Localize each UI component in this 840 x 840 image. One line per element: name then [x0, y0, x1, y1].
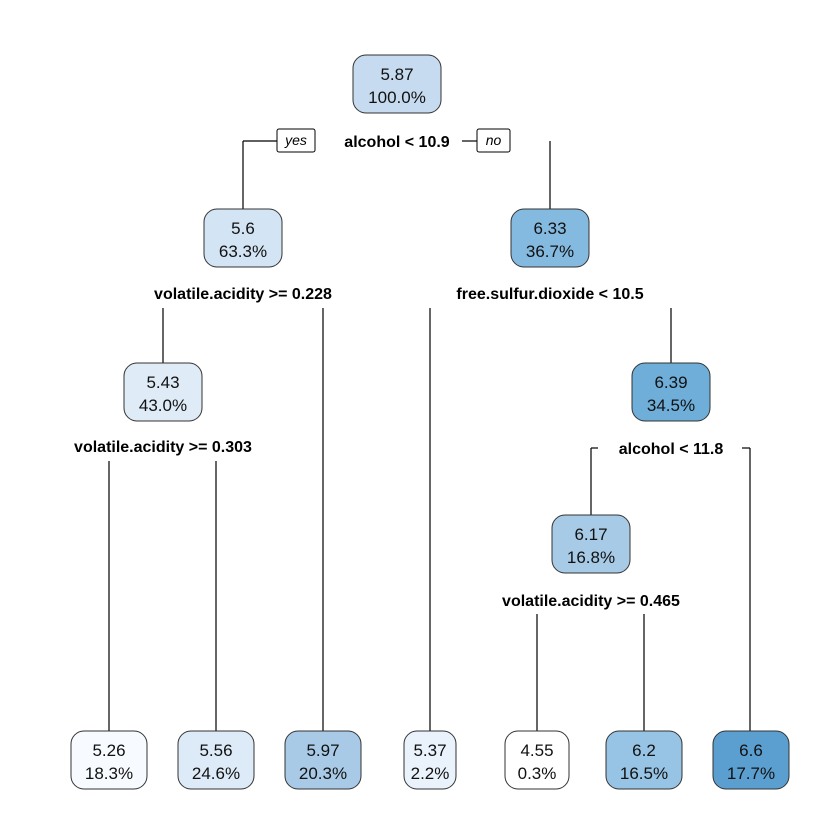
tree-node-n7: 6.39 34.5% [631, 362, 711, 422]
node-box [712, 730, 790, 790]
node-percent: 2.2% [411, 764, 450, 783]
tree-node-n14: 6.17 16.8% [551, 514, 631, 574]
node-box [203, 208, 283, 268]
node-value: 5.56 [199, 741, 232, 760]
node-value: 5.43 [146, 373, 179, 392]
node-percent: 36.7% [526, 242, 574, 261]
node-box [510, 208, 590, 268]
split-label-background [70, 438, 257, 457]
node-percent: 20.3% [299, 764, 347, 783]
branch-label-text: no [486, 132, 502, 148]
leaf-node-l4: 5.37 2.2% [403, 730, 457, 790]
branch-label-box [276, 128, 316, 153]
split-labels: alcohol < 10.9 volatile.acidity >= 0.228 f… [70, 133, 728, 611]
node-box [284, 730, 362, 790]
leaf-node-l2: 5.56 24.6% [177, 730, 255, 790]
node-box [177, 730, 255, 790]
node-percent: 24.6% [192, 764, 240, 783]
node-value: 4.55 [520, 741, 553, 760]
split-label-s4: volatile.acidity >= 0.303 [74, 439, 252, 456]
node-percent: 43.0% [139, 396, 187, 415]
node-value: 5.6 [231, 219, 255, 238]
node-percent: 16.8% [567, 548, 615, 567]
node-percent: 16.5% [620, 764, 668, 783]
tree-node-n4: 5.43 43.0% [123, 362, 203, 422]
branch-labels: yes no [276, 128, 511, 153]
branch-label-box [476, 128, 511, 153]
split-label-s3: free.sulfur.dioxide < 10.5 [456, 286, 643, 303]
node-percent: 18.3% [85, 764, 133, 783]
node-box [605, 730, 683, 790]
node-value: 5.87 [380, 65, 413, 84]
node-value: 6.33 [533, 219, 566, 238]
node-value: 5.26 [92, 741, 125, 760]
node-percent: 34.5% [647, 396, 695, 415]
node-box [123, 362, 203, 422]
node-box [352, 54, 442, 114]
tree-node-n2: 5.6 63.3% [203, 208, 283, 268]
tree-node-n3: 6.33 36.7% [510, 208, 590, 268]
branch-label-no: no [476, 128, 511, 153]
node-percent: 0.3% [518, 764, 557, 783]
split-label-s6: volatile.acidity >= 0.465 [502, 593, 680, 610]
split-label-background [614, 440, 728, 459]
node-box [631, 362, 711, 422]
branch-label-yes: yes [276, 128, 316, 153]
node-value: 6.2 [632, 741, 656, 760]
leaf-node-l6: 6.2 16.5% [605, 730, 683, 790]
node-percent: 17.7% [727, 764, 775, 783]
split-label-s2: volatile.acidity >= 0.228 [154, 286, 332, 303]
node-value: 6.39 [654, 373, 687, 392]
tree-edges [108, 140, 751, 731]
leaf-node-l1: 5.26 18.3% [70, 730, 148, 790]
node-box [403, 730, 457, 790]
node-value: 6.6 [739, 741, 763, 760]
split-label-background [150, 285, 337, 304]
split-label-s5: alcohol < 11.8 [619, 441, 724, 458]
split-label-background [498, 592, 685, 611]
tree-nodes: 5.87 100.0% 5.6 63.3% 6.33 36.7% 5.43 43.0% 6.39… [70, 54, 790, 790]
leaf-node-l7: 6.6 17.7% [712, 730, 790, 790]
split-label-s1: alcohol < 10.9 [344, 134, 449, 151]
node-percent: 100.0% [368, 88, 426, 107]
node-box [504, 730, 570, 790]
split-label-background [452, 285, 648, 304]
leaf-node-l3: 5.97 20.3% [284, 730, 362, 790]
node-box [551, 514, 631, 574]
tree-node-n1: 5.87 100.0% [352, 54, 442, 114]
node-box [70, 730, 148, 790]
node-value: 5.97 [306, 741, 339, 760]
node-value: 5.37 [413, 741, 446, 760]
split-label-background [340, 133, 454, 152]
node-percent: 63.3% [219, 242, 267, 261]
leaf-node-l5: 4.55 0.3% [504, 730, 570, 790]
branch-label-text: yes [284, 132, 307, 148]
node-value: 6.17 [574, 525, 607, 544]
